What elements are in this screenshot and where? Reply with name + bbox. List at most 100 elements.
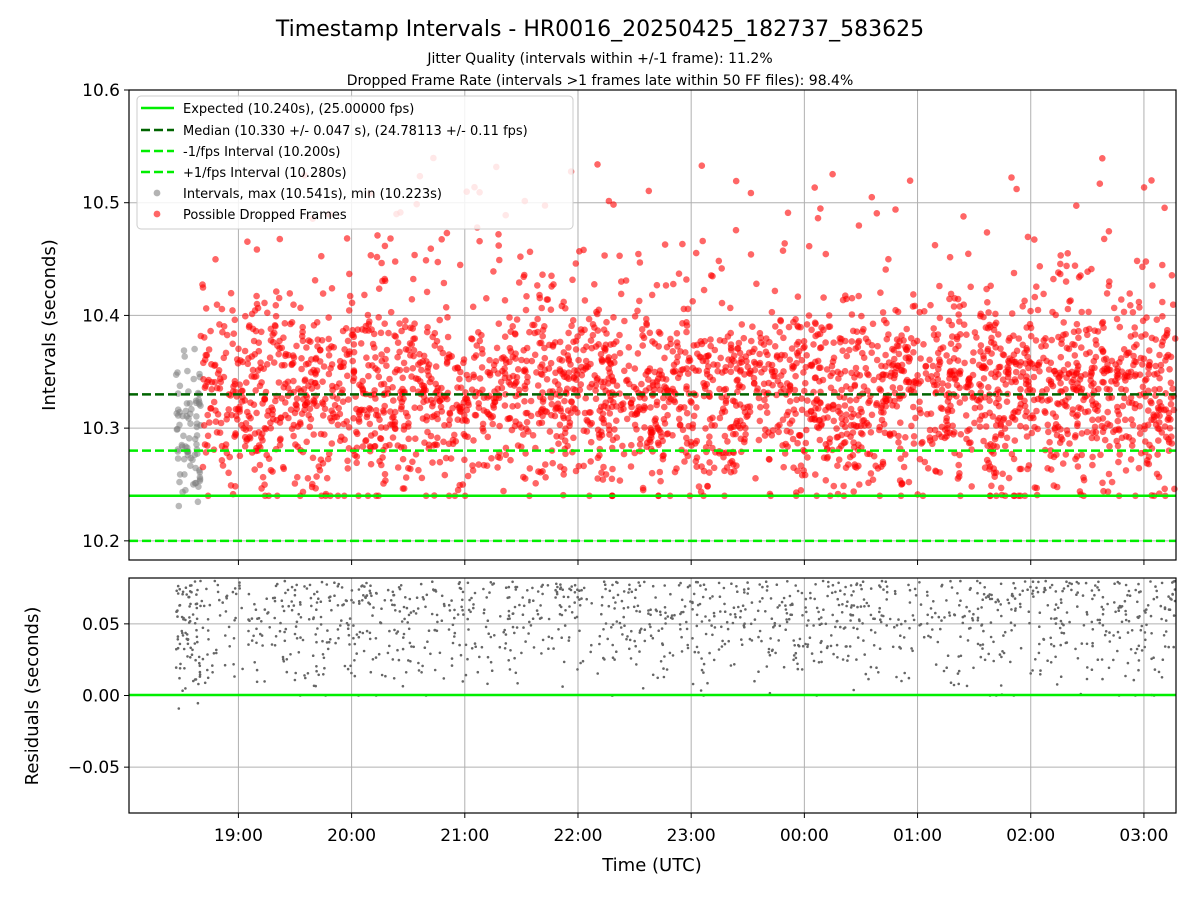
residual-point bbox=[438, 651, 442, 655]
dropped-frame-point bbox=[319, 378, 326, 386]
dropped-frame-point bbox=[205, 376, 212, 384]
residual-point bbox=[178, 587, 181, 591]
dropped-frame-point bbox=[1005, 337, 1012, 344]
dropped-frame-point bbox=[738, 359, 745, 366]
residual-point bbox=[771, 648, 774, 652]
residual-point bbox=[511, 625, 515, 629]
dropped-frame-point bbox=[779, 442, 786, 449]
dropped-frame-point bbox=[1100, 235, 1108, 243]
dropped-frame-point bbox=[995, 331, 1002, 338]
residual-point bbox=[402, 632, 406, 636]
residual-point bbox=[447, 628, 451, 631]
residual-point bbox=[654, 596, 657, 599]
dropped-frame-point bbox=[1142, 331, 1149, 338]
dropped-frame-point bbox=[1110, 304, 1118, 312]
residual-point bbox=[840, 611, 844, 614]
dropped-frame-point bbox=[1017, 465, 1025, 473]
dropped-frame-point bbox=[912, 377, 919, 385]
dropped-frame-point bbox=[1148, 177, 1155, 184]
dropped-frame-point bbox=[1116, 323, 1124, 331]
residual-point bbox=[1101, 612, 1105, 616]
dropped-frame-point bbox=[206, 419, 213, 426]
dropped-frame-point bbox=[252, 447, 260, 455]
residual-point bbox=[473, 642, 477, 645]
residual-point bbox=[611, 643, 614, 647]
residual-point bbox=[1117, 609, 1121, 612]
residual-point bbox=[734, 615, 737, 619]
residual-point bbox=[1007, 601, 1011, 605]
dropped-frame-point bbox=[416, 404, 424, 412]
residual-point bbox=[784, 608, 788, 611]
dropped-frame-point bbox=[225, 469, 232, 477]
residual-point bbox=[730, 582, 733, 585]
dropped-frame-point bbox=[1171, 335, 1179, 342]
dropped-frame-point bbox=[1154, 425, 1162, 432]
residual-point bbox=[559, 605, 563, 609]
residual-point bbox=[702, 583, 706, 586]
dropped-frame-point bbox=[830, 482, 838, 490]
dropped-frame-point bbox=[1128, 442, 1136, 450]
dropped-frame-point bbox=[750, 374, 758, 382]
residual-point bbox=[585, 597, 588, 601]
residual-point bbox=[877, 671, 880, 674]
dropped-frame-point bbox=[1167, 394, 1175, 402]
residual-point bbox=[663, 584, 666, 587]
dropped-frame-point bbox=[956, 318, 963, 325]
dropped-frame-point bbox=[705, 363, 712, 370]
dropped-frame-point bbox=[243, 379, 250, 386]
residual-point bbox=[557, 628, 560, 631]
residual-point bbox=[1070, 588, 1073, 592]
dropped-frame-point bbox=[1092, 405, 1099, 413]
dropped-frame-point bbox=[840, 482, 847, 490]
residual-point bbox=[729, 613, 732, 616]
dropped-frame-point bbox=[420, 352, 428, 360]
dropped-frame-point bbox=[325, 450, 333, 458]
dropped-frame-point bbox=[253, 409, 260, 417]
dropped-frame-point bbox=[747, 370, 754, 378]
dropped-frame-point bbox=[781, 240, 788, 247]
dropped-frame-point bbox=[306, 405, 314, 413]
dropped-frame-point bbox=[864, 370, 871, 378]
residual-point bbox=[701, 595, 705, 599]
dropped-frame-point bbox=[992, 310, 999, 318]
dropped-frame-point bbox=[918, 440, 925, 447]
residual-point bbox=[768, 653, 772, 657]
dropped-frame-point bbox=[297, 304, 304, 312]
dropped-frame-point bbox=[885, 255, 892, 263]
dropped-frame-point bbox=[683, 434, 690, 442]
residual-point bbox=[613, 658, 616, 661]
residual-point bbox=[919, 603, 923, 606]
dropped-frame-point bbox=[784, 209, 792, 217]
residual-point bbox=[1172, 614, 1176, 617]
residual-point bbox=[651, 673, 655, 677]
dropped-frame-point bbox=[916, 398, 923, 406]
dropped-frame-point bbox=[1031, 423, 1038, 431]
residual-point bbox=[487, 632, 491, 635]
dropped-frame-point bbox=[378, 357, 386, 365]
residual-point bbox=[576, 595, 579, 599]
residual-point bbox=[1031, 580, 1035, 583]
dropped-frame-point bbox=[1129, 421, 1137, 429]
dropped-frame-point bbox=[968, 483, 975, 490]
residual-point bbox=[651, 584, 655, 588]
residual-point bbox=[1031, 589, 1035, 593]
dropped-frame-point bbox=[434, 415, 441, 423]
dropped-frame-point bbox=[1140, 184, 1148, 191]
dropped-frame-point bbox=[1027, 324, 1035, 332]
dropped-frame-point bbox=[1005, 359, 1013, 367]
residual-point bbox=[365, 581, 368, 585]
dropped-frame-point bbox=[1089, 453, 1096, 461]
residual-point bbox=[878, 606, 881, 610]
residual-point bbox=[1000, 655, 1003, 659]
dropped-frame-point bbox=[328, 343, 335, 350]
residual-point bbox=[636, 604, 640, 608]
residual-point bbox=[806, 645, 809, 649]
residual-point bbox=[1118, 636, 1122, 639]
residual-point bbox=[403, 617, 406, 621]
dropped-frame-point bbox=[730, 352, 738, 360]
residual-point bbox=[433, 668, 437, 672]
residual-point bbox=[321, 653, 325, 656]
residual-point bbox=[1124, 674, 1127, 678]
dropped-frame-point bbox=[1047, 466, 1055, 473]
residual-point bbox=[778, 604, 781, 607]
